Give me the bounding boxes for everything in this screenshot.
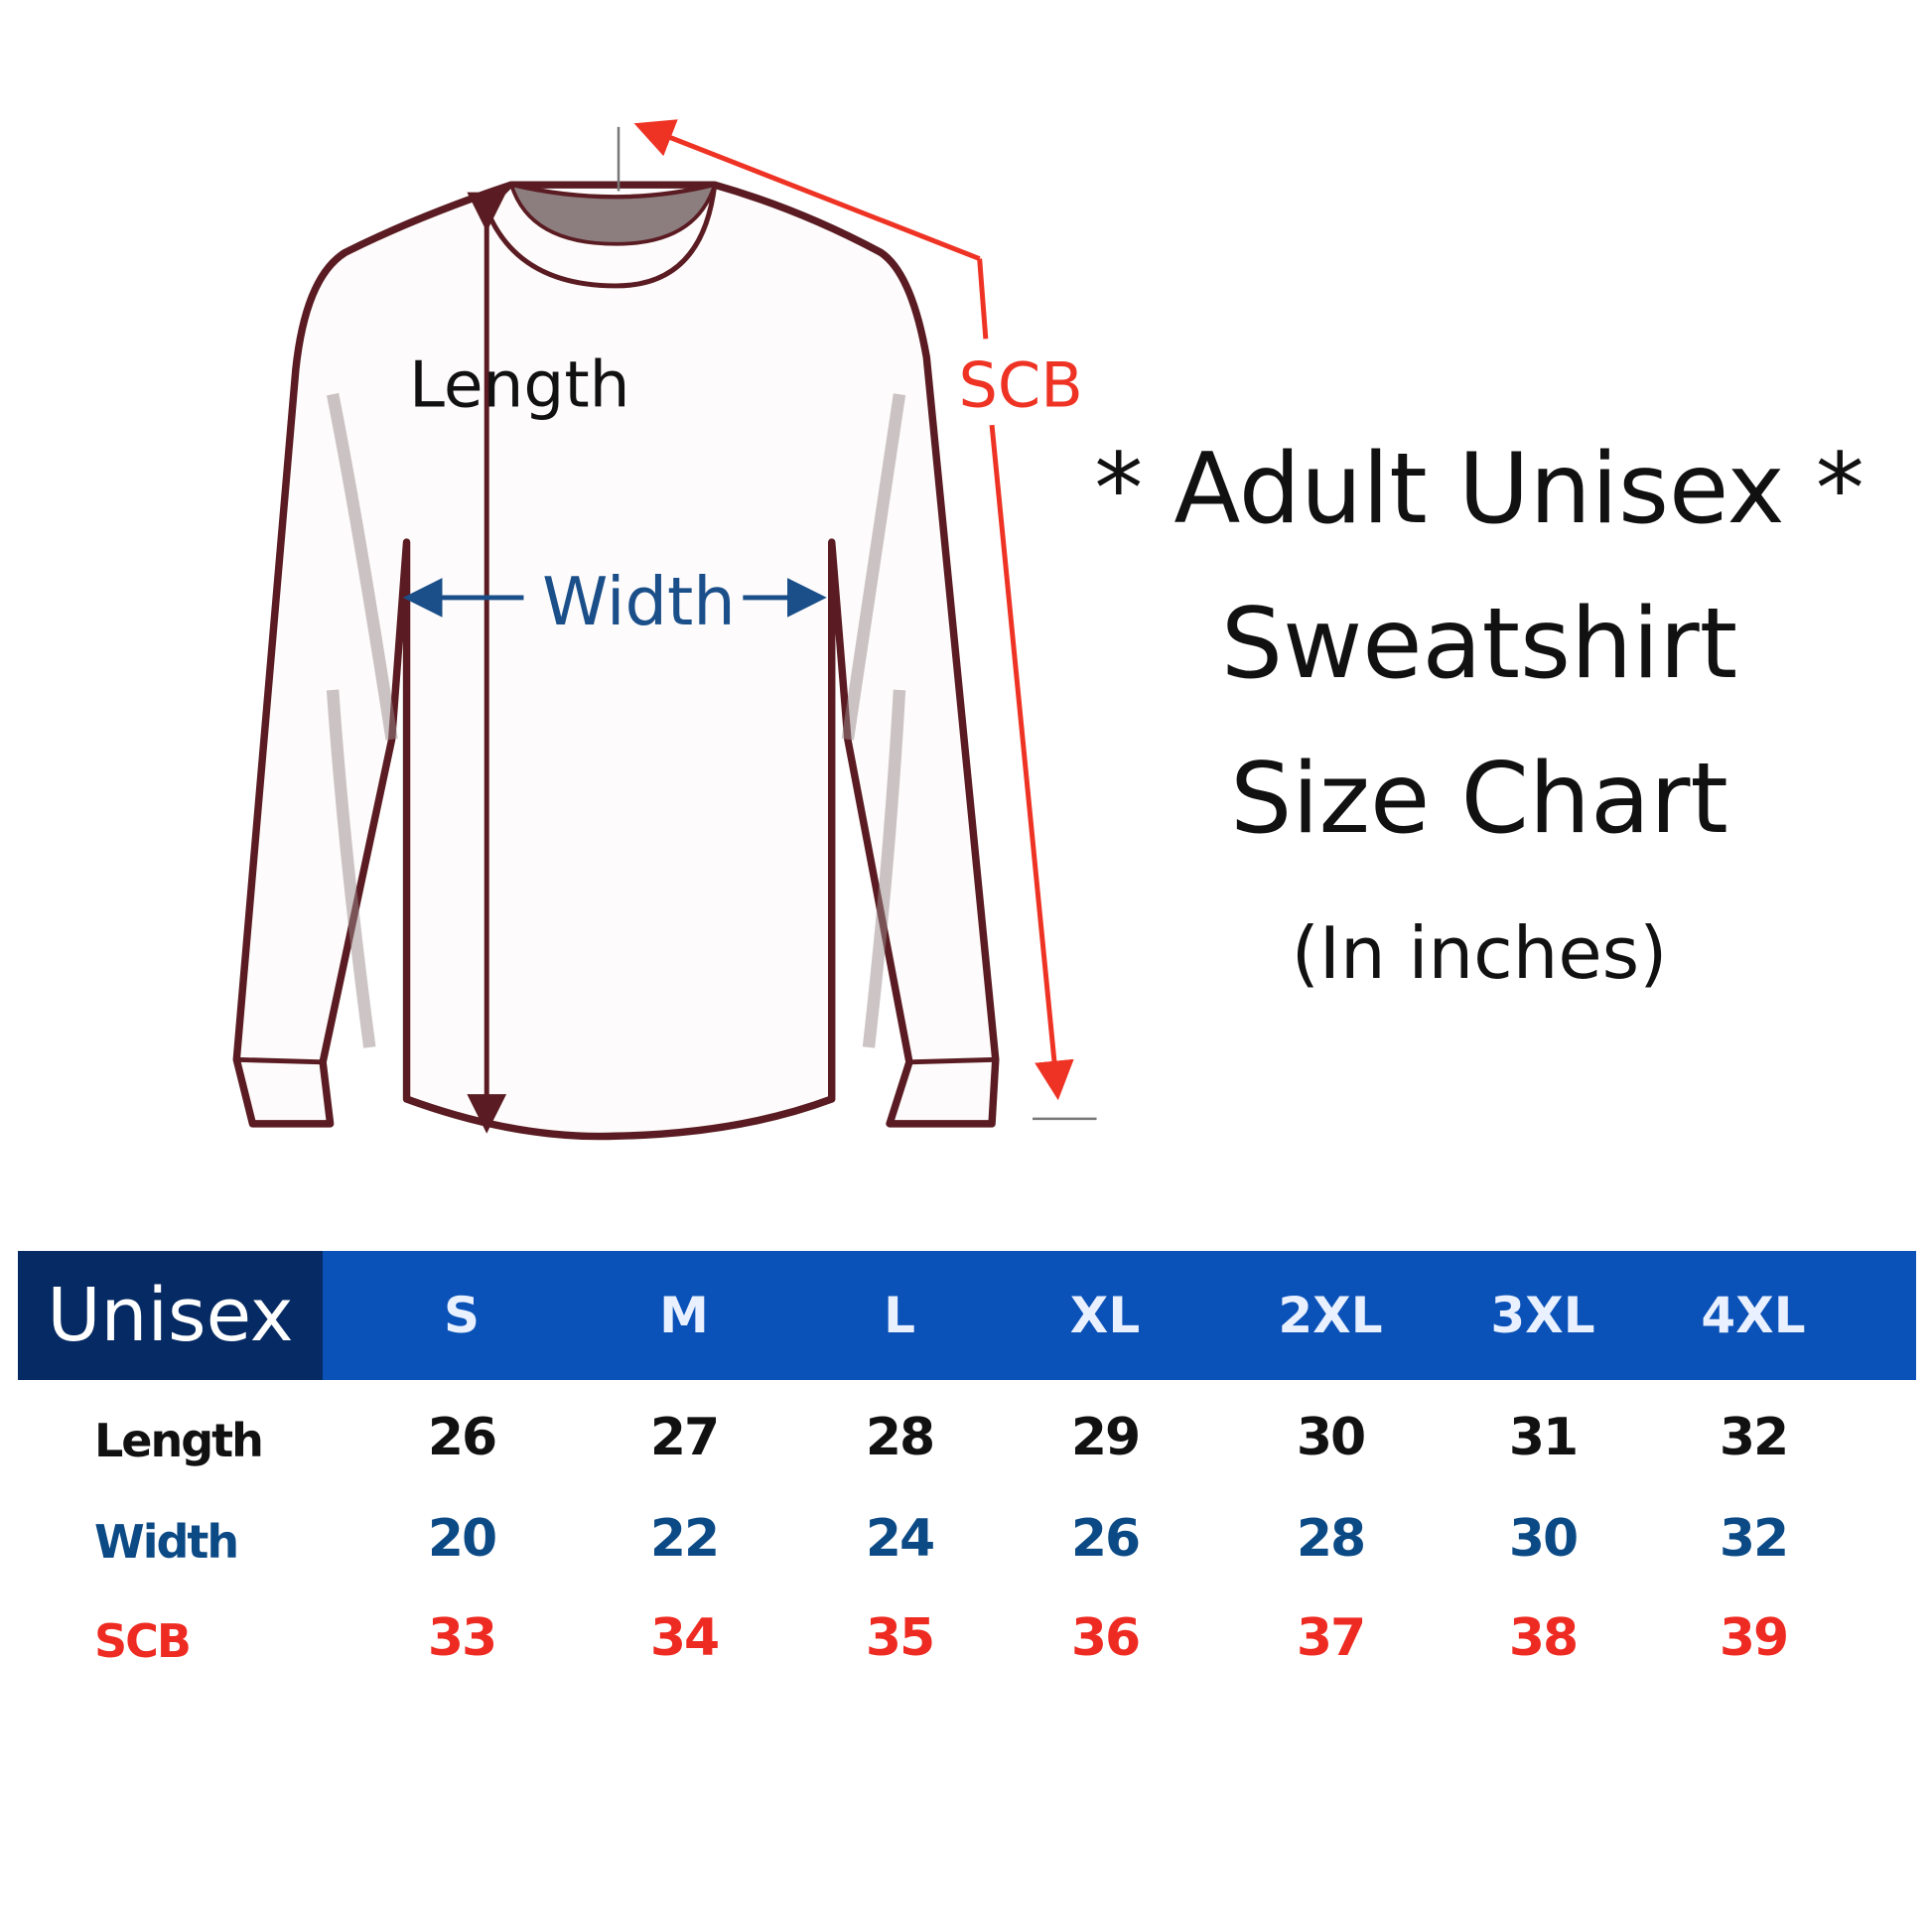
title-line-2: Sweatshirt [1220,588,1738,701]
table-cell: 32 [1719,1408,1789,1467]
table-cell: 30 [1508,1509,1579,1569]
sweatshirt-outline [232,181,1000,1141]
table-cell: 33 [427,1608,497,1668]
length-label: Length [409,348,630,423]
table-cell: 28 [865,1408,935,1467]
row-label-width: Width [94,1515,239,1569]
table-cell: 20 [427,1509,497,1569]
scb-arrow-top [633,119,981,261]
table-cell: 36 [1070,1608,1141,1668]
table-cell: 28 [1296,1509,1366,1569]
size-header-l: L [884,1287,915,1344]
table-cell: 39 [1719,1608,1789,1668]
table-cell: 34 [649,1608,720,1668]
scb-label: SCB [959,349,1083,422]
size-header-2xl: 2XL [1278,1287,1383,1344]
table-cell: 22 [649,1509,720,1569]
table-header-bar [18,1251,1916,1380]
size-header-s: S [443,1287,480,1344]
size-header-3xl: 3XL [1490,1287,1595,1344]
scb-arrow-bottom [989,424,1074,1101]
row-label-length: Length [94,1414,264,1467]
row-label-scb: SCB [94,1614,192,1668]
table-cell: 24 [865,1509,935,1569]
table-cell: 35 [865,1608,935,1668]
title-line-1: * Adult Unisex * [1094,433,1864,546]
table-cell: 37 [1296,1608,1366,1668]
table-cell: 26 [427,1408,497,1467]
unit-note: (In inches) [1291,911,1668,995]
table-cell: 27 [649,1408,720,1467]
width-label: Width [542,563,736,640]
size-header-4xl: 4XL [1701,1287,1806,1344]
table-cell: 31 [1508,1408,1579,1467]
table-header-label: Unisex [18,1251,323,1380]
table-cell: 26 [1070,1509,1141,1569]
size-header-m: M [659,1287,709,1344]
table-cell: 38 [1508,1608,1579,1668]
table-cell: 30 [1296,1408,1366,1467]
table-cell: 29 [1070,1408,1141,1467]
table-cell: 32 [1719,1509,1789,1569]
title-line-3: Size Chart [1230,743,1728,856]
size-header-xl: XL [1069,1287,1141,1344]
